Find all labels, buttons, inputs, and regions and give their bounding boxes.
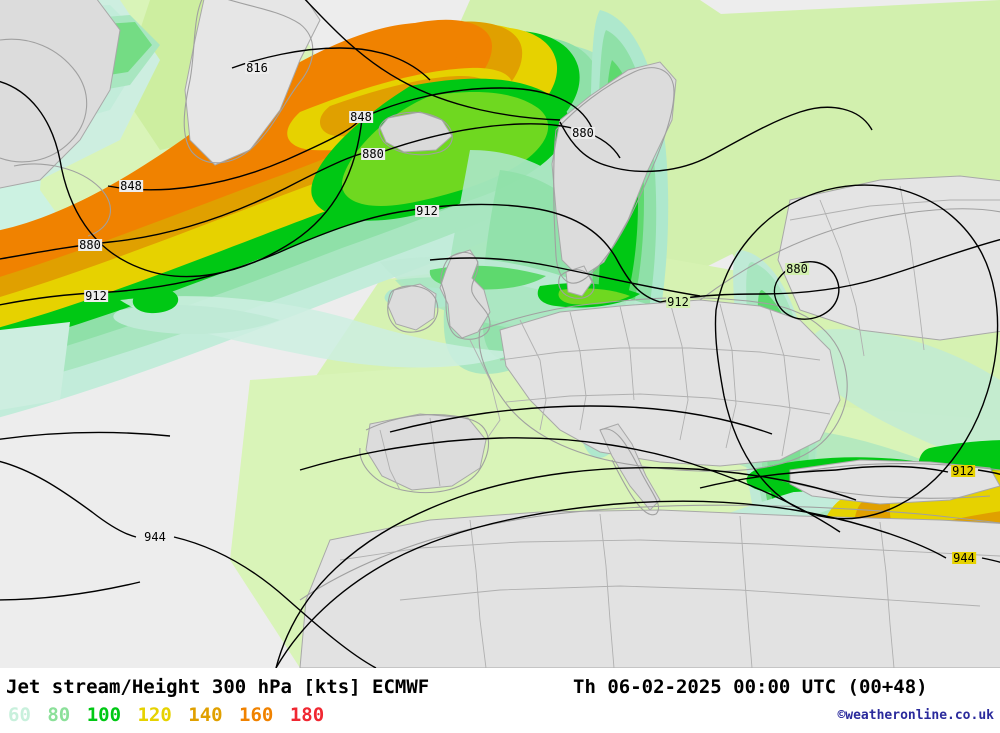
contour-label: 880 (571, 126, 595, 140)
contour-label: 912 (415, 204, 439, 218)
coastlines (0, 0, 1000, 668)
legend-entry-180: 180 (289, 704, 325, 726)
legend-entry-60: 60 (8, 704, 31, 726)
valid-time-stamp: Th 06-02-2025 00:00 UTC (00+48) (573, 676, 928, 698)
product-title: Jet stream/Height 300 hPa [kts] ECMWF (6, 676, 430, 698)
legend-entry-80: 80 (47, 704, 71, 726)
legend-entry-160: 160 (239, 704, 274, 726)
contour-label: 880 (78, 238, 102, 252)
contour-label: 912 (666, 295, 690, 309)
copyright-notice[interactable]: ©weatheronline.co.uk (837, 708, 994, 723)
contour-label: 944 (143, 530, 167, 544)
contour-label: 912 (84, 289, 108, 303)
contour-label: 880 (785, 262, 809, 276)
jet-stream-map[interactable]: 816 848 848 880 880 880 880 912 912 912 … (0, 0, 1000, 668)
contour-label: 880 (361, 147, 385, 161)
legend-entry-100: 100 (86, 704, 122, 726)
contour-label: 816 (245, 61, 269, 75)
contour-label: 848 (119, 179, 143, 193)
map-canvas (0, 0, 1000, 668)
contour-label: 848 (349, 110, 373, 124)
map-footer: Jet stream/Height 300 hPa [kts] ECMWF Th… (0, 668, 1000, 733)
height-contours (0, 0, 1000, 668)
contour-label: 944 (952, 551, 976, 565)
legend-entry-120: 120 (137, 704, 172, 726)
landmasses (0, 0, 1000, 668)
legend-entry-140: 140 (188, 704, 223, 726)
windspeed-color-scale: 60 80 100 120 140 160 180 (8, 704, 329, 726)
contour-label: 912 (951, 464, 975, 478)
